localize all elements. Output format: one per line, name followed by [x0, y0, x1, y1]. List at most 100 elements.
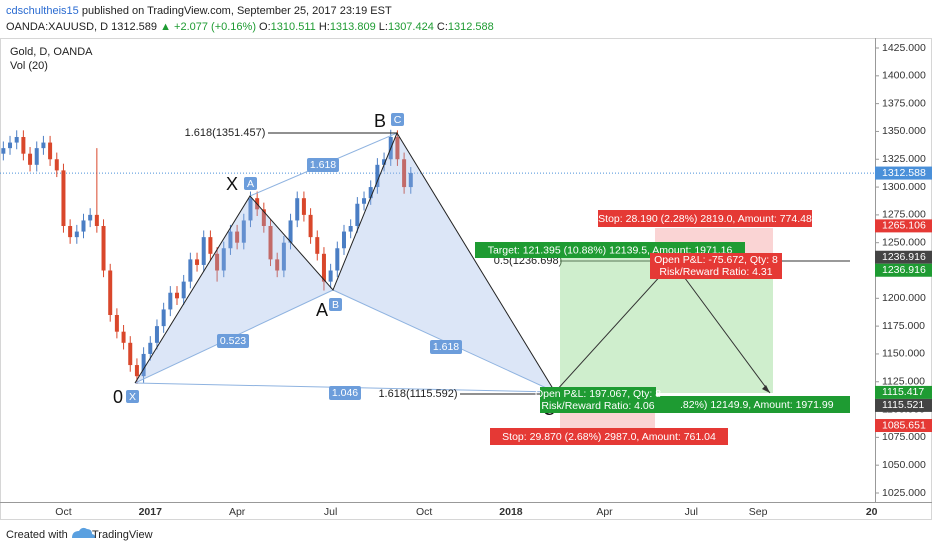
candle-body: [28, 153, 33, 165]
candle-body: [74, 231, 79, 238]
header-line: cdschultheis15 published on TradingView.…: [6, 5, 392, 17]
candle-body: [1, 148, 6, 154]
ratio-badges: 1.618 0.523 1.618 1.046: [217, 158, 462, 400]
x-tick-label: Jul: [685, 506, 698, 518]
ohlc-label: L:: [379, 21, 388, 33]
y-tick-label: 1350.000: [882, 125, 926, 137]
candle-body: [195, 259, 200, 265]
badge: X: [129, 391, 136, 403]
y-tick-label: 1275.000: [882, 209, 926, 221]
candle-body: [208, 237, 213, 254]
published: published on TradingView.com, September …: [82, 5, 392, 17]
position-label: Open P&L: 197.067, Qty: 8: [535, 388, 661, 400]
candle-body: [68, 226, 73, 238]
author[interactable]: cdschultheis15: [6, 5, 79, 17]
candle-body: [181, 281, 186, 299]
footer-brand[interactable]: TradingView: [92, 529, 153, 541]
x-tick-label: Oct: [55, 506, 71, 518]
symbol: OANDA:XAUUSD, D: [6, 21, 108, 33]
candle-body: [382, 159, 387, 165]
ohlc-value: 1313.809: [330, 21, 376, 33]
point-label: A: [316, 300, 328, 320]
candle-body: [281, 242, 286, 271]
x-tick-label: Sep: [749, 506, 768, 518]
candle-body: [341, 231, 346, 249]
x-tick-label: 2018: [499, 506, 523, 518]
candles: [0, 129, 875, 384]
footer-text: Created with: [6, 529, 68, 541]
y-tick-label: 1200.000: [882, 292, 926, 304]
x-tick-label: Apr: [229, 506, 246, 518]
position-label: Open P&L: -75.672, Qty: 8: [654, 254, 778, 266]
candle-body: [335, 248, 340, 271]
candle-body: [408, 173, 413, 188]
candle-body: [134, 365, 139, 377]
candle-body: [321, 253, 326, 282]
candle-body: [275, 259, 280, 271]
ohlc-label: O:: [259, 21, 271, 33]
price-tag-label: 1085.651: [882, 419, 926, 431]
label-box: [655, 396, 850, 413]
pattern-legs: [134, 131, 556, 393]
label-box: [650, 253, 782, 279]
price-tag-label: 1115.521: [882, 399, 924, 411]
price-tag-label: 1265.106: [882, 220, 926, 232]
candle-body: [375, 164, 380, 188]
price-tag: [875, 263, 932, 277]
candle-body: [101, 226, 106, 271]
candle-body: [395, 137, 400, 160]
candle-body: [48, 142, 53, 160]
position-label: Risk/Reward Ratio: 4.06: [541, 400, 654, 412]
long-target-zone: [560, 258, 655, 393]
y-tick-label: 1175.000: [882, 320, 925, 332]
ratio: 1.046: [332, 387, 358, 399]
symbol-line: OANDA:XAUUSD, D 1312.589 ▲ +2.077 (+0.16…: [6, 21, 494, 33]
position-label: Stop: 29.870 (2.68%) 2987.0, Amount: 761…: [502, 431, 716, 443]
y-tick-label: 1400.000: [882, 70, 926, 82]
price-tag: [875, 385, 932, 399]
candle-body: [288, 220, 293, 243]
candle-body: [362, 198, 367, 204]
point-label: B: [374, 111, 386, 131]
badge: B: [332, 299, 339, 311]
change: ▲ +2.077 (+0.16%): [160, 21, 256, 33]
x-tick-label: 20: [866, 506, 878, 518]
candle-body: [348, 226, 353, 232]
pattern-fill: [135, 196, 333, 383]
candle-body: [221, 248, 226, 271]
ohlc-value: 1310.511: [271, 21, 316, 33]
position-label: Stop: 28.190 (2.28%) 2819.0, Amount: 774…: [598, 213, 812, 225]
chart-title: Gold, D, OANDA: [10, 46, 93, 58]
candle-body: [261, 209, 266, 227]
y-tick-label: 1050.000: [882, 459, 926, 471]
price-tag-label: 1312.588: [882, 167, 926, 179]
candle-body: [141, 353, 146, 377]
candle-body: [295, 198, 300, 221]
ohlc-value: 1312.588: [448, 21, 494, 33]
candle-body: [228, 231, 233, 249]
y-tick-label: 1250.000: [882, 236, 926, 248]
candle-body: [402, 159, 407, 188]
candle-body: [21, 137, 26, 154]
candle-body: [315, 237, 320, 254]
badge: A: [247, 178, 254, 190]
candle-body: [328, 270, 333, 282]
candle-body: [201, 237, 206, 265]
candle-body: [94, 214, 99, 227]
candle-body: [148, 342, 153, 354]
x-tick-label: Jul: [324, 506, 337, 518]
level-label: 1.618(1115.592): [378, 388, 457, 400]
price-tag: [875, 398, 932, 412]
candle-body: [161, 309, 166, 327]
candle-body: [114, 314, 119, 332]
candle-body: [128, 342, 133, 366]
point-label: X: [226, 174, 238, 194]
candle-body: [248, 198, 253, 221]
candle-body: [88, 214, 93, 221]
candle-body: [154, 326, 159, 343]
y-tick-label: 1150.000: [882, 348, 925, 360]
position-label: Risk/Reward Ratio: 4.31: [659, 266, 772, 278]
y-tick-label: 1125.000: [882, 376, 925, 388]
ratio: 1.618: [433, 341, 459, 353]
